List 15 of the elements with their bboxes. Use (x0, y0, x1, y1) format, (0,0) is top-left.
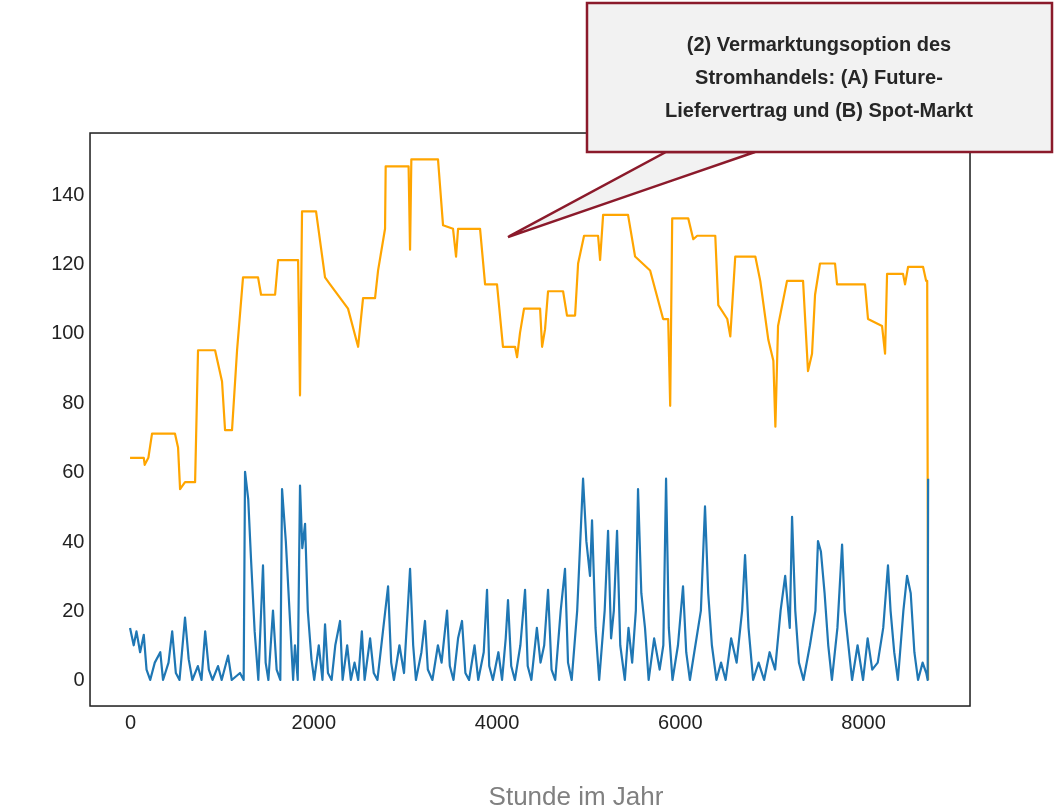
x-tick-label: 0 (124, 710, 137, 733)
y-tick-label: 100 (51, 321, 85, 344)
x-tick-label: 6000 (658, 710, 703, 733)
line-series (128, 470, 930, 682)
x-axis-title: Stunde im Jahr (488, 781, 664, 811)
y-tick-label: 120 (51, 252, 85, 274)
x-tick-label: 8000 (841, 710, 886, 733)
y-tick-label: 80 (62, 390, 85, 413)
x-tick-label: 2000 (291, 710, 337, 733)
y-tick-label: 60 (62, 460, 85, 483)
y-tick-label: 40 (62, 529, 85, 552)
y-tick-label: 20 (62, 599, 85, 622)
y-tick-label: 140 (51, 182, 85, 205)
y-tick-label: 0 (73, 668, 85, 691)
x-tick-label: 4000 (474, 710, 520, 733)
